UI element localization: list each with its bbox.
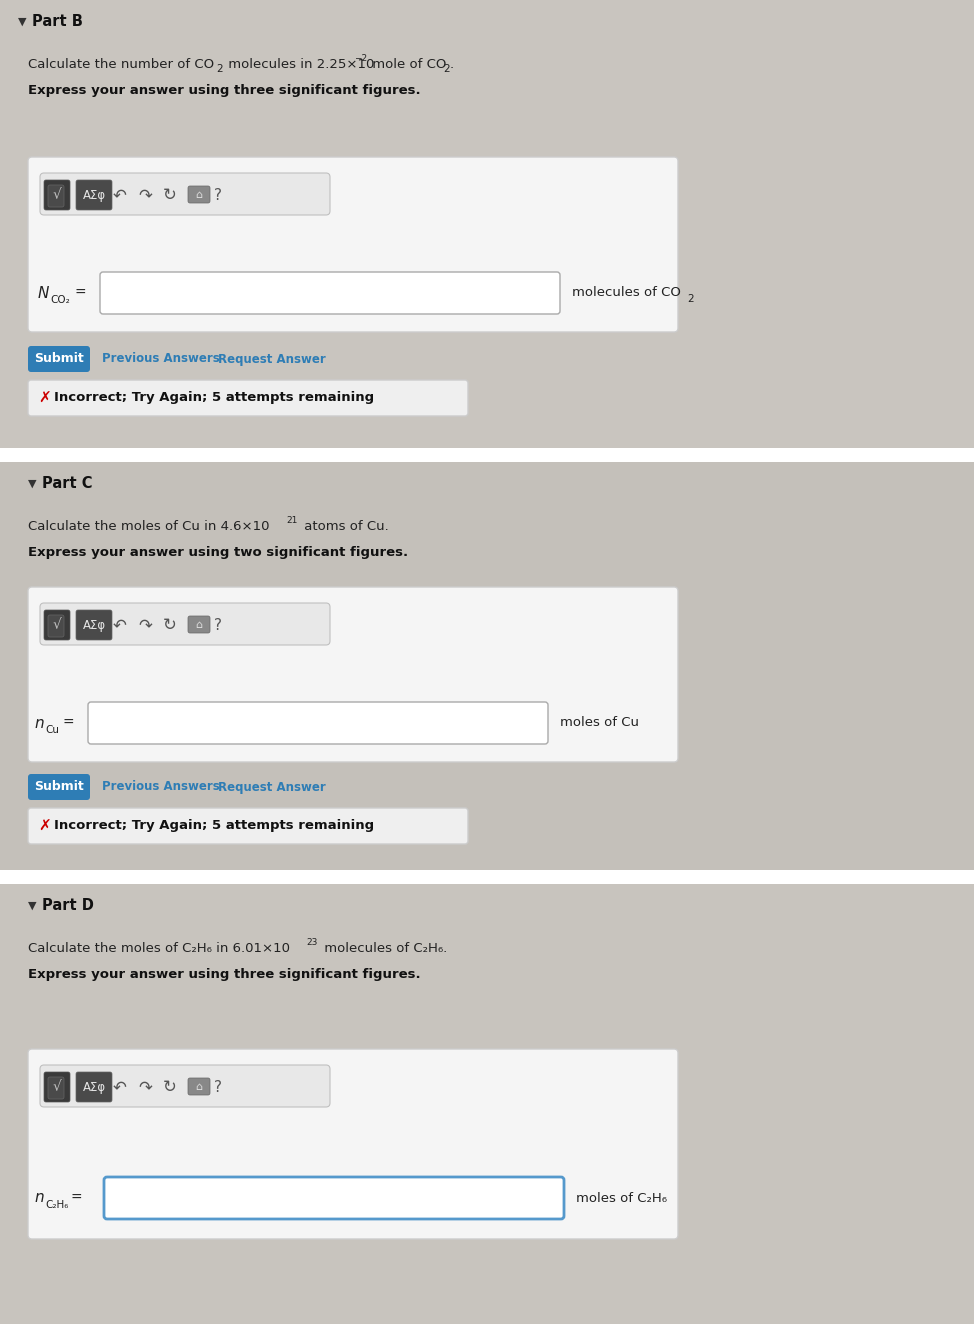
Text: Previous Answers: Previous Answers — [102, 781, 220, 793]
FancyBboxPatch shape — [48, 1076, 64, 1099]
FancyBboxPatch shape — [188, 616, 210, 633]
FancyBboxPatch shape — [28, 346, 90, 372]
FancyBboxPatch shape — [40, 1064, 330, 1107]
Bar — [0, 448, 974, 462]
Text: Part B: Part B — [32, 15, 83, 29]
FancyBboxPatch shape — [76, 610, 112, 639]
Text: 2: 2 — [216, 64, 223, 74]
Text: ↷: ↷ — [138, 616, 152, 634]
Text: Calculate the moles of Cu in 4.6×10: Calculate the moles of Cu in 4.6×10 — [28, 520, 270, 534]
Bar — [0, 462, 974, 873]
FancyBboxPatch shape — [28, 808, 468, 843]
Text: ↻: ↻ — [163, 185, 177, 204]
Text: Request Answer: Request Answer — [218, 781, 325, 793]
Text: ✗: ✗ — [38, 818, 51, 834]
Text: molecules of CO: molecules of CO — [572, 286, 681, 299]
Text: ↶: ↶ — [113, 616, 127, 634]
Text: AΣφ: AΣφ — [83, 188, 105, 201]
FancyBboxPatch shape — [44, 180, 70, 211]
FancyBboxPatch shape — [100, 271, 560, 314]
FancyBboxPatch shape — [76, 1072, 112, 1102]
FancyBboxPatch shape — [76, 180, 112, 211]
Text: ?: ? — [214, 617, 222, 633]
Text: Incorrect; Try Again; 5 attempts remaining: Incorrect; Try Again; 5 attempts remaini… — [54, 820, 374, 833]
Text: Express your answer using three significant figures.: Express your answer using three signific… — [28, 968, 421, 981]
Bar — [0, 884, 974, 1324]
Text: Incorrect; Try Again; 5 attempts remaining: Incorrect; Try Again; 5 attempts remaini… — [54, 392, 374, 405]
Text: ✗: ✗ — [38, 391, 51, 405]
FancyBboxPatch shape — [28, 1049, 678, 1239]
Text: Request Answer: Request Answer — [218, 352, 325, 365]
FancyBboxPatch shape — [40, 602, 330, 645]
Text: AΣφ: AΣφ — [83, 1080, 105, 1094]
Text: ⌂: ⌂ — [196, 191, 203, 200]
Text: ↻: ↻ — [163, 1078, 177, 1096]
FancyBboxPatch shape — [40, 173, 330, 214]
Text: N: N — [38, 286, 50, 301]
Text: mole of CO: mole of CO — [368, 58, 446, 71]
FancyBboxPatch shape — [48, 616, 64, 637]
Text: ▼: ▼ — [28, 902, 36, 911]
Text: n: n — [34, 1190, 44, 1205]
Text: molecules of C₂H₆.: molecules of C₂H₆. — [320, 941, 447, 955]
Text: Express your answer using three significant figures.: Express your answer using three signific… — [28, 83, 421, 97]
Text: √: √ — [53, 618, 61, 632]
FancyBboxPatch shape — [44, 610, 70, 639]
Text: 21: 21 — [286, 516, 297, 526]
FancyBboxPatch shape — [48, 185, 64, 207]
Text: ⌂: ⌂ — [196, 620, 203, 630]
Text: ↷: ↷ — [138, 185, 152, 204]
Text: molecules in 2.25×10: molecules in 2.25×10 — [224, 58, 374, 71]
Text: Part D: Part D — [42, 899, 94, 914]
Text: ▼: ▼ — [28, 479, 36, 489]
Text: ↻: ↻ — [163, 616, 177, 634]
FancyBboxPatch shape — [188, 185, 210, 203]
Text: =: = — [62, 716, 74, 730]
Text: Calculate the number of CO: Calculate the number of CO — [28, 58, 214, 71]
Text: 2: 2 — [687, 294, 693, 305]
Text: 23: 23 — [306, 937, 318, 947]
Text: Previous Answers: Previous Answers — [102, 352, 220, 365]
Text: 2: 2 — [443, 64, 450, 74]
Text: CO₂: CO₂ — [50, 295, 70, 305]
Text: =: = — [75, 286, 87, 301]
Text: ↶: ↶ — [113, 185, 127, 204]
Text: ?: ? — [214, 188, 222, 203]
Text: Submit: Submit — [34, 781, 84, 793]
Text: ⌂: ⌂ — [196, 1082, 203, 1092]
FancyBboxPatch shape — [44, 1072, 70, 1102]
Text: Submit: Submit — [34, 352, 84, 365]
Text: =: = — [70, 1192, 82, 1205]
Text: moles of C₂H₆: moles of C₂H₆ — [576, 1192, 667, 1205]
Text: atoms of Cu.: atoms of Cu. — [300, 520, 389, 534]
FancyBboxPatch shape — [28, 158, 678, 332]
Text: ?: ? — [214, 1079, 222, 1095]
Text: −2: −2 — [354, 54, 367, 64]
Text: ↷: ↷ — [138, 1078, 152, 1096]
Text: Cu: Cu — [45, 726, 59, 735]
Text: Express your answer using two significant figures.: Express your answer using two significan… — [28, 545, 408, 559]
FancyBboxPatch shape — [28, 775, 90, 800]
FancyBboxPatch shape — [28, 587, 678, 763]
Text: moles of Cu: moles of Cu — [560, 716, 639, 730]
FancyBboxPatch shape — [188, 1078, 210, 1095]
Text: √: √ — [53, 188, 61, 203]
Text: .: . — [450, 58, 454, 71]
Text: n: n — [34, 715, 44, 731]
Text: Part C: Part C — [42, 477, 93, 491]
Bar — [0, 870, 974, 884]
Text: ▼: ▼ — [18, 17, 26, 26]
Text: C₂H₆: C₂H₆ — [45, 1200, 68, 1210]
Text: √: √ — [53, 1080, 61, 1094]
Bar — [0, 0, 974, 450]
Text: Calculate the moles of C₂H₆ in 6.01×10: Calculate the moles of C₂H₆ in 6.01×10 — [28, 941, 290, 955]
FancyBboxPatch shape — [28, 380, 468, 416]
FancyBboxPatch shape — [104, 1177, 564, 1219]
Text: ↶: ↶ — [113, 1078, 127, 1096]
Text: AΣφ: AΣφ — [83, 618, 105, 632]
FancyBboxPatch shape — [88, 702, 548, 744]
